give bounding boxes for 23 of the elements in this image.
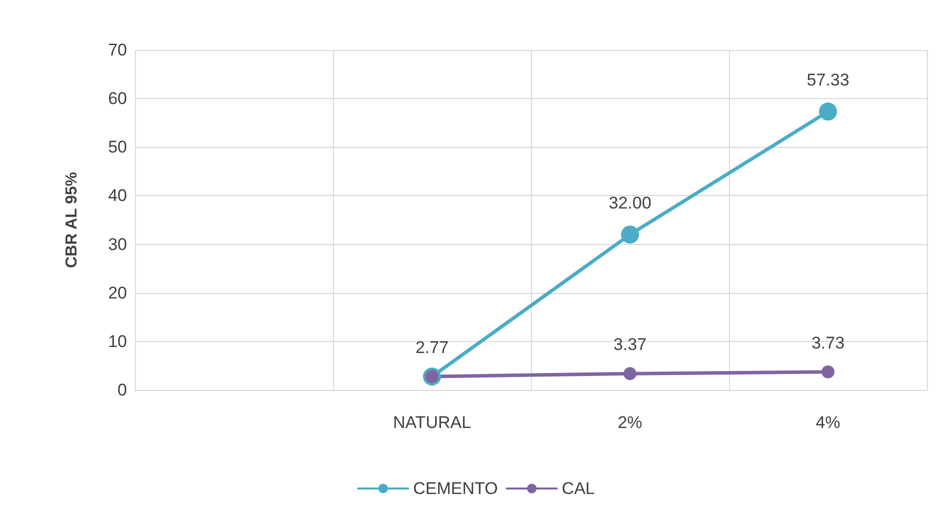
point <box>819 102 837 121</box>
y-tick-label: 0 <box>118 380 127 400</box>
y-tick-label: 20 <box>108 283 127 302</box>
y-tick-label: 60 <box>108 89 127 108</box>
point <box>621 226 639 244</box>
data-label: 3.37 <box>613 335 647 354</box>
y-tick-label: 10 <box>108 332 127 351</box>
point <box>822 365 834 378</box>
x-tick-label: NATURAL <box>392 413 472 432</box>
x-tick-label: 4% <box>816 413 840 432</box>
y-tick-label: 30 <box>108 234 127 254</box>
legend-label: CEMENTO <box>413 479 498 498</box>
data-label: 3.73 <box>811 333 845 352</box>
y-tick-label: 70 <box>108 40 127 60</box>
y-axis-title: CBR AL 95% <box>64 172 80 268</box>
legend-label: CAL <box>562 479 595 498</box>
x-tick-label: 2% <box>618 413 642 432</box>
point <box>624 367 636 380</box>
y-tick-label: 40 <box>108 186 127 206</box>
data-label: 32.00 <box>608 194 652 213</box>
data-label: 57.33 <box>806 70 850 90</box>
y-tick-label: 50 <box>108 138 127 157</box>
data-label: 2.77 <box>415 338 449 358</box>
